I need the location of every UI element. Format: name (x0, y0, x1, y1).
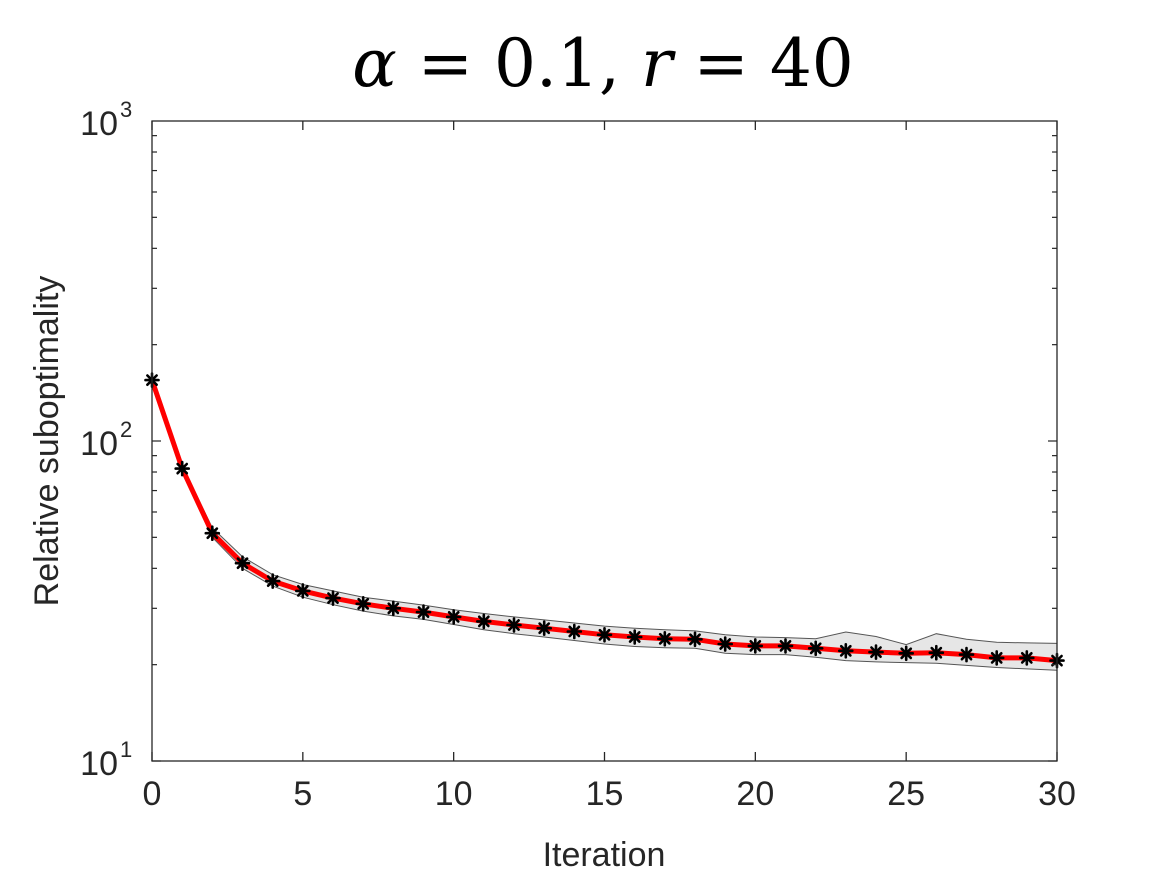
data-point-stroke (1020, 651, 1033, 664)
data-point-stroke (930, 646, 943, 659)
data-point (1018, 650, 1035, 666)
data-point-stroke (689, 633, 701, 646)
title-alpha-symbol: α (352, 25, 397, 102)
x-tick-label: 25 (887, 775, 925, 813)
data-point-stroke (357, 597, 370, 610)
x-tick-label: 0 (143, 775, 162, 813)
data-point (928, 644, 945, 661)
data-point-stroke (508, 619, 520, 631)
data-point-stroke (779, 639, 792, 652)
confidence-band (152, 378, 1057, 671)
data-point-stroke (658, 632, 671, 645)
data-point (294, 583, 311, 599)
data-point (626, 629, 643, 645)
tick-mark-layer (151, 121, 1058, 762)
data-point-stroke (387, 602, 400, 615)
y-tick-label-base: 10 (80, 745, 118, 783)
data-point (415, 604, 432, 620)
data-point-stroke (417, 606, 430, 619)
data-point (536, 620, 553, 637)
data-point-stroke (538, 622, 551, 635)
x-tick-label: 20 (736, 775, 774, 813)
y-tick-label: 10 (80, 745, 118, 783)
data-point-stroke (236, 557, 249, 570)
y-tick-label: 10 (80, 425, 118, 463)
data-point (807, 640, 824, 657)
data-point (868, 644, 884, 660)
data-point (988, 650, 1005, 666)
data-point (445, 609, 462, 625)
data-point (234, 555, 251, 572)
data-point-stroke (900, 647, 913, 660)
y-tick-label: 10 (80, 105, 118, 143)
data-point-stroke (598, 628, 611, 641)
plot-area-frame (151, 120, 1058, 762)
data-point (566, 623, 583, 640)
data-point-stroke (870, 646, 882, 659)
data-point (264, 573, 281, 589)
data-point-stroke (327, 592, 339, 605)
y-tick-label-exponent: 3 (120, 97, 132, 122)
chart-title: α = 0.1, r = 40 (352, 25, 854, 102)
x-axis-label: Iteration (543, 836, 666, 874)
data-point-stroke (296, 584, 309, 597)
y-tick-label-exponent: 1 (120, 737, 132, 762)
y-tick-label-exponent: 2 (120, 417, 132, 442)
y-tick-label-base: 10 (80, 425, 118, 463)
data-point-stroke (990, 651, 1003, 664)
data-point-stroke (568, 625, 581, 638)
data-point (898, 645, 915, 662)
x-tick-label: 15 (586, 775, 624, 813)
confidence-band-layer (151, 378, 1058, 671)
data-point-stroke (447, 610, 460, 623)
data-point (958, 646, 975, 663)
data-point (325, 590, 341, 606)
data-point (837, 642, 854, 659)
data-point (717, 636, 734, 652)
series-line-layer (149, 377, 1060, 664)
title-r-value: 40 (770, 25, 854, 102)
data-point (204, 525, 221, 542)
data-point (355, 595, 372, 612)
data-point-stroke (839, 644, 852, 657)
data-point-stroke (809, 642, 822, 655)
data-point (475, 613, 492, 630)
data-point (174, 460, 190, 477)
data-point (777, 638, 794, 654)
data-point-stroke (749, 639, 762, 652)
data-point-stroke (266, 575, 279, 588)
data-point (506, 617, 522, 633)
data-point (687, 631, 703, 648)
x-tick-label: 10 (435, 775, 473, 813)
series-line (149, 377, 1060, 664)
data-point-stroke (477, 615, 490, 628)
data-point (596, 626, 613, 643)
x-tick-labels: 0 5 10 15 20 25 30 (143, 775, 1076, 813)
data-point (385, 600, 402, 617)
x-tick-label: 30 (1038, 775, 1076, 813)
series-marker-layer (144, 372, 1065, 669)
title-alpha-value: 0.1 (494, 25, 599, 102)
title-r-symbol: r (641, 25, 676, 102)
band-upper-edge (151, 378, 1058, 646)
data-point-stroke (960, 648, 973, 661)
data-point-stroke (628, 631, 641, 643)
data-point-stroke (176, 462, 189, 475)
data-point (656, 630, 673, 647)
y-tick-label-base: 10 (80, 105, 118, 143)
x-tick-label: 5 (293, 775, 312, 813)
data-point-stroke (206, 527, 219, 540)
data-point-stroke (719, 638, 732, 650)
y-axis-label: Relative suboptimality (28, 276, 66, 607)
data-point (747, 638, 764, 654)
